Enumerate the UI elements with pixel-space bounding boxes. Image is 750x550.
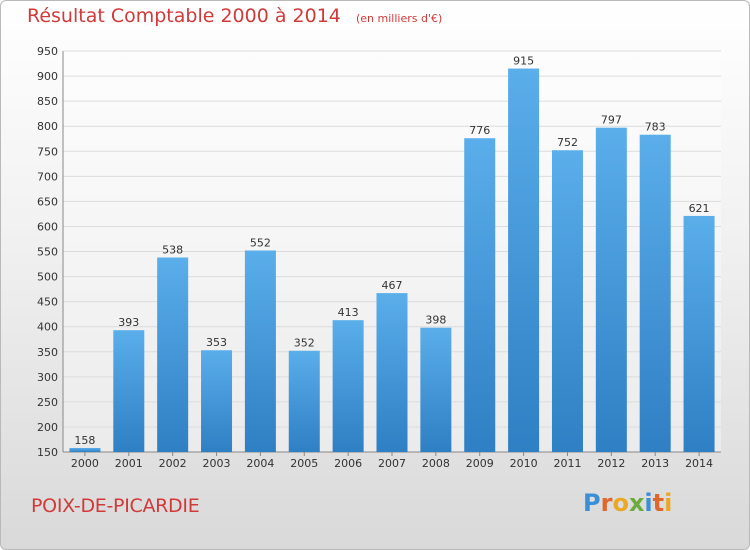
title-block: Résultat Comptable 2000 à 2014 (en milli… — [27, 5, 442, 27]
chart-title: Résultat Comptable 2000 à 2014 — [27, 5, 341, 27]
y-tick-label: 800 — [37, 120, 58, 133]
logo-letter: o — [612, 489, 629, 517]
y-tick-label: 150 — [37, 446, 58, 459]
x-tick-label: 2004 — [246, 457, 274, 470]
y-tick-label: 750 — [37, 145, 58, 158]
bar-2001 — [113, 330, 145, 452]
bar-2003 — [201, 350, 233, 452]
y-tick-label: 700 — [37, 170, 58, 183]
bar-2008 — [420, 327, 452, 452]
x-tick-label: 2001 — [115, 457, 143, 470]
y-tick-label: 850 — [37, 95, 58, 108]
y-tick-label: 650 — [37, 195, 58, 208]
value-label: 398 — [425, 314, 446, 327]
logo-letter: t — [652, 489, 665, 517]
town-name: POIX-DE-PICARDIE — [31, 495, 200, 517]
bar-2011 — [551, 150, 583, 452]
x-tick-label: 2013 — [641, 457, 669, 470]
value-label: 783 — [645, 121, 666, 134]
x-tick-label: 2000 — [71, 457, 99, 470]
bar-2000 — [69, 447, 101, 452]
logo-letter: i — [644, 489, 653, 517]
y-tick-label: 500 — [37, 271, 58, 284]
logo-letter: i — [664, 489, 673, 517]
proxiti-logo: Proxiti — [583, 489, 672, 517]
x-tick-label: 2005 — [290, 457, 318, 470]
x-tick-label: 2002 — [159, 457, 187, 470]
value-label: 752 — [557, 136, 578, 149]
x-tick-label: 2007 — [378, 457, 406, 470]
x-tick-label: 2011 — [553, 457, 581, 470]
value-label: 621 — [689, 202, 710, 215]
logo-letter: r — [600, 489, 613, 517]
x-tick-label: 2006 — [334, 457, 362, 470]
x-tick-label: 2008 — [422, 457, 450, 470]
y-tick-label: 550 — [37, 246, 58, 259]
y-tick-label: 250 — [37, 396, 58, 409]
x-tick-label: 2012 — [597, 457, 625, 470]
value-label: 552 — [250, 236, 271, 249]
value-label: 467 — [382, 279, 403, 292]
bar-2013 — [639, 134, 671, 453]
axes: 150 200 250 300 350 400 450 500 550 600 650 700 750 8… — [37, 45, 721, 459]
y-tick-label: 600 — [37, 220, 58, 233]
x-tick-label: 2003 — [203, 457, 231, 470]
bar-2012 — [595, 127, 627, 452]
logo-letter: x — [628, 489, 645, 517]
bar-2009 — [464, 138, 496, 452]
y-tick-label: 900 — [37, 70, 58, 83]
bar-2004 — [244, 250, 276, 452]
y-tick-label: 200 — [37, 421, 58, 434]
bar-2007 — [376, 293, 408, 452]
value-label: 353 — [206, 336, 227, 349]
value-label: 158 — [74, 434, 95, 447]
bar-2014 — [683, 215, 715, 452]
x-tick-label: 2010 — [510, 457, 538, 470]
bar-2010 — [508, 68, 540, 452]
value-label: 797 — [601, 114, 622, 127]
bar-2006 — [332, 320, 364, 452]
chart-subtitle: (en milliers d'€) — [355, 12, 443, 25]
value-label: 776 — [469, 124, 490, 137]
bars — [69, 68, 715, 453]
y-tick-label: 450 — [37, 296, 58, 309]
logo-letter: P — [583, 489, 601, 517]
bar-2005 — [288, 350, 320, 452]
y-tick-label: 300 — [37, 371, 58, 384]
x-tick-label: 2014 — [685, 457, 713, 470]
y-tick-label: 950 — [37, 45, 58, 58]
value-label: 915 — [513, 55, 534, 68]
value-label: 352 — [294, 337, 315, 350]
x-tick-label: 2009 — [466, 457, 494, 470]
value-label: 413 — [338, 306, 359, 319]
labels: 158 2000 393 2001 538 2002 353 2003 552 2004 352 20… — [71, 55, 713, 470]
y-tick-label: 400 — [37, 321, 58, 334]
value-label: 393 — [118, 316, 139, 329]
bar-2002 — [157, 257, 189, 452]
y-tick-label: 350 — [37, 346, 58, 359]
value-label: 538 — [162, 244, 183, 257]
